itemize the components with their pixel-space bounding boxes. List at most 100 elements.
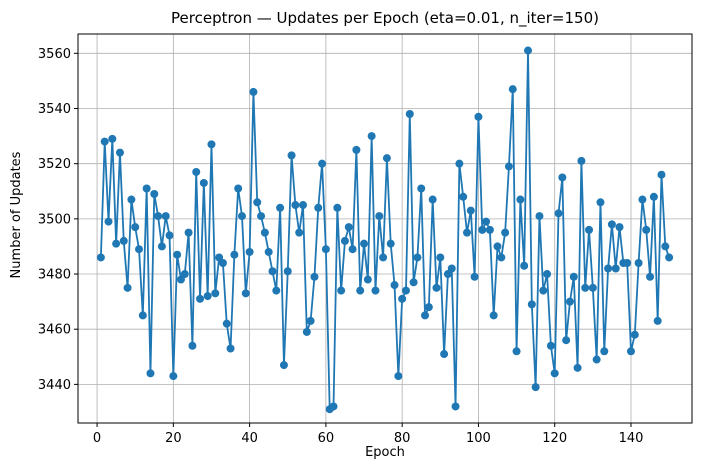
data-point <box>428 195 437 204</box>
data-point <box>554 209 563 218</box>
data-point <box>562 336 571 345</box>
data-point <box>539 286 548 295</box>
x-tick-label: 80 <box>394 431 411 446</box>
data-point <box>626 347 635 356</box>
data-point <box>611 264 620 273</box>
data-point <box>211 289 220 298</box>
data-point <box>379 253 388 262</box>
data-point <box>272 286 281 295</box>
data-point <box>409 278 418 287</box>
data-point <box>371 286 380 295</box>
data-point <box>173 250 182 259</box>
data-point <box>451 402 460 411</box>
data-point <box>108 134 117 143</box>
data-point <box>131 223 140 232</box>
data-point <box>257 212 266 221</box>
data-point <box>558 173 567 182</box>
data-point <box>135 245 144 254</box>
data-point <box>165 231 174 240</box>
data-point <box>253 198 262 207</box>
data-point <box>245 247 254 256</box>
data-point <box>592 355 601 364</box>
data-point <box>588 283 597 292</box>
data-point <box>512 347 521 356</box>
data-point <box>302 327 311 336</box>
data-point <box>249 87 258 96</box>
y-tick-label: 3480 <box>38 268 71 283</box>
data-point <box>531 383 540 392</box>
data-point <box>375 212 384 221</box>
data-point <box>207 140 216 149</box>
data-point <box>96 253 105 262</box>
data-point <box>394 372 403 381</box>
x-tick-label: 0 <box>93 431 101 446</box>
y-tick-label: 3500 <box>38 212 71 227</box>
data-point <box>314 203 323 212</box>
data-point <box>401 286 410 295</box>
data-point <box>546 341 555 350</box>
data-point <box>264 247 273 256</box>
data-point <box>417 184 426 193</box>
data-point <box>390 281 399 290</box>
y-tick-label: 3540 <box>38 102 71 117</box>
data-point <box>184 228 193 237</box>
data-point <box>661 242 670 251</box>
data-point <box>466 206 475 215</box>
data-point <box>230 250 239 259</box>
data-point <box>291 201 300 210</box>
y-axis-label: Number of Updates <box>9 151 24 278</box>
data-point <box>188 341 197 350</box>
data-point <box>516 195 525 204</box>
x-tick-label: 120 <box>542 431 567 446</box>
data-point <box>222 319 231 328</box>
data-point <box>386 239 395 248</box>
data-point <box>485 225 494 234</box>
data-point <box>489 311 498 320</box>
data-point <box>199 178 208 187</box>
data-point <box>657 170 666 179</box>
data-point <box>630 330 639 339</box>
data-point <box>203 292 212 301</box>
x-tick-label: 140 <box>619 431 644 446</box>
data-point <box>569 272 578 281</box>
data-point <box>497 253 506 262</box>
data-point <box>104 217 113 226</box>
data-point <box>260 228 269 237</box>
axes-frame <box>77 33 693 424</box>
data-point <box>565 297 574 306</box>
data-point <box>360 239 369 248</box>
y-tick-label: 3520 <box>38 157 71 172</box>
data-point <box>142 184 151 193</box>
x-tick-label: 40 <box>241 431 258 446</box>
x-axis-label: Epoch <box>365 445 405 460</box>
data-point <box>279 361 288 370</box>
data-point <box>100 137 109 146</box>
data-point <box>398 294 407 303</box>
data-point <box>405 110 414 119</box>
data-point <box>337 286 346 295</box>
data-point <box>192 167 201 176</box>
data-point <box>421 311 430 320</box>
data-point <box>352 145 361 154</box>
data-point <box>154 212 163 221</box>
chart-title: Perceptron — Updates per Epoch (eta=0.01… <box>171 9 599 28</box>
data-point <box>543 270 552 279</box>
data-point <box>585 225 594 234</box>
data-point <box>382 154 391 163</box>
data-point <box>306 316 315 325</box>
data-point <box>363 275 372 284</box>
data-point <box>318 159 327 168</box>
data-point <box>474 112 483 121</box>
y-axis-ticks: 3440 3460 3480 3500 3520 3540 3560 <box>38 47 78 393</box>
data-point <box>600 347 609 356</box>
data-point <box>478 225 487 234</box>
data-point <box>329 402 338 411</box>
data-point <box>524 46 533 55</box>
data-point <box>146 369 155 378</box>
data-point <box>180 270 189 279</box>
plot-area <box>96 46 674 414</box>
data-point <box>482 217 491 226</box>
data-point <box>520 261 529 270</box>
y-tick-label: 3460 <box>38 323 71 338</box>
data-point <box>344 223 353 232</box>
